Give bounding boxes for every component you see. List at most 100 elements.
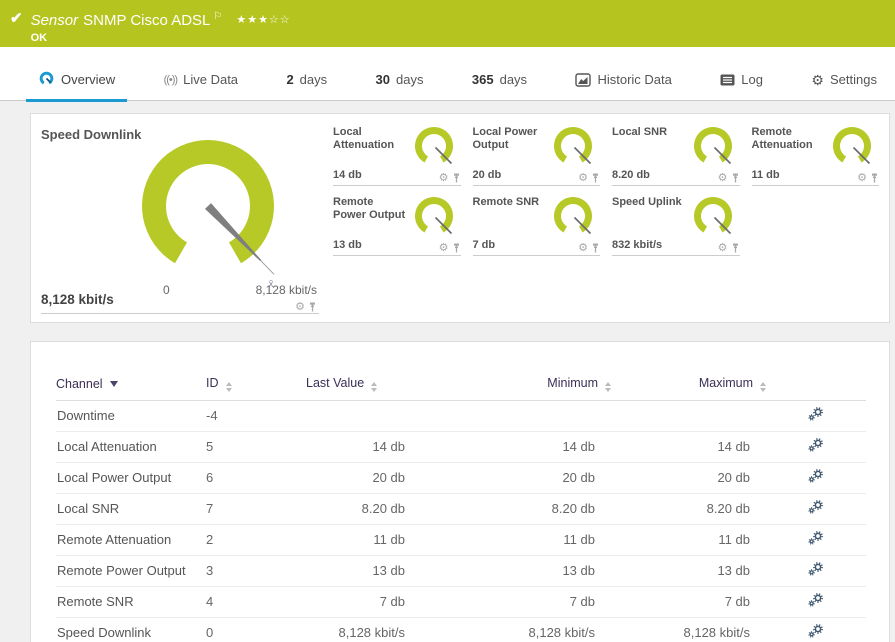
gauge-icon [39,71,54,85]
tab-365-days-unit: days [499,72,528,87]
channel-settings-icon[interactable] [808,624,824,638]
channel-settings-icon[interactable] [808,593,824,607]
cell-maximum: 8.20 db [611,493,766,525]
tab-log-label: Log [741,72,763,87]
sort-desc-icon [109,381,118,387]
gauge-tile-remote-snr: Remote SNR 7 db ⚙ [472,194,600,256]
pin-icon[interactable] [452,173,461,183]
tile-value: 13 db [333,239,362,251]
cell-minimum: 7 db [421,586,611,618]
tile-value: 7 db [472,239,496,251]
cell-channel: Speed Downlink [56,617,206,642]
column-header-channel[interactable]: Channel [56,370,206,401]
cell-minimum: 8.20 db [421,493,611,525]
column-header-last-value[interactable]: Last Value [306,370,421,401]
table-row-downtime: Downtime -4 [56,400,866,432]
tab-30-days-unit: days [396,72,424,87]
channel-settings-icon[interactable] [808,531,824,545]
log-icon [720,74,735,85]
tile-title: Local Power Output [472,126,538,151]
table-row-local-snr: Local SNR 7 8.20 db 8.20 db 8.20 db [56,493,866,525]
cell-maximum: 14 db [611,431,766,463]
tile-title: Remote Attenuation [751,126,813,151]
cell-id: 6 [206,462,306,494]
pin-icon[interactable] [308,302,317,312]
channel-settings-icon[interactable] [808,438,824,452]
channel-gear-icon[interactable]: ⚙ [717,172,728,184]
tab-365-days[interactable]: 365 days [460,72,539,102]
channel-gear-icon[interactable]: ⚙ [295,301,305,313]
mini-gauge [554,126,592,165]
cell-channel: Local Power Output [56,462,206,494]
pin-icon[interactable] [452,243,461,253]
column-header-id[interactable]: ID [206,370,306,401]
chart-icon [575,72,592,87]
tab-settings[interactable]: ⚙ Settings [799,72,889,102]
gauge-needle [204,203,275,275]
sensor-status-bar: ✔ Sensor SNMP Cisco ADSL ⚐ ★★★☆☆ OK [0,0,895,47]
pin-icon[interactable] [591,243,600,253]
gauge-tile-remote-power-output: Remote Power Output 13 db ⚙ [333,194,461,256]
tab-overview-label: Overview [61,71,116,87]
channels-table: Channel ID Last Value Minimum Maximum Do… [56,370,866,642]
cell-maximum: 11 db [611,524,766,556]
channel-gear-icon[interactable]: ⚙ [438,172,449,184]
table-row-remote-power-output: Remote Power Output 3 13 db 13 db 13 db [56,555,866,587]
cell-maximum: 7 db [611,586,766,618]
cell-minimum: 20 db [421,462,611,494]
channel-settings-icon[interactable] [808,500,824,514]
channel-gear-icon[interactable]: ⚙ [438,242,449,254]
channel-gear-icon[interactable]: ⚙ [857,172,867,184]
check-icon: ✔ [10,10,23,27]
pin-icon[interactable] [870,173,879,183]
channel-settings-icon[interactable] [808,562,824,576]
sort-icon [371,382,378,392]
cell-maximum: 13 db [611,555,766,587]
channel-gear-icon[interactable]: ⚙ [578,172,588,184]
cell-minimum: 11 db [421,524,611,556]
priority-stars[interactable]: ★★★☆☆ [236,14,291,26]
tab-settings-label: Settings [829,72,877,87]
mini-gauge [693,126,732,165]
tile-value: 20 db [472,169,502,181]
tab-live-data-label: Live Data [183,72,239,87]
gauge-tile-speed-uplink: Speed Uplink 832 kbit/s ⚙ [612,194,740,256]
tab-log[interactable]: Log [708,72,775,102]
flag-icon[interactable]: ⚐ [213,11,223,22]
channel-gear-icon[interactable]: ⚙ [717,242,728,254]
column-header-minimum[interactable]: Minimum [421,370,611,401]
tile-title: Speed Uplink [612,196,682,208]
sort-icon [760,382,766,392]
tab-overview[interactable]: Overview [26,71,128,102]
cell-channel: Remote Power Output [56,555,206,587]
sensor-kind-label: Sensor [30,12,79,29]
cell-last-value: 8,128 kbit/s [306,617,421,642]
table-row-local-power-output: Local Power Output 6 20 db 20 db 20 db [56,462,866,494]
mini-gauge [833,126,871,165]
channel-settings-icon[interactable] [808,407,824,421]
column-header-maximum[interactable]: Maximum [611,370,766,401]
cell-last-value: 7 db [306,586,421,618]
sort-icon [605,382,611,392]
channel-settings-icon[interactable] [808,469,824,483]
tab-2-days[interactable]: 2 days [274,72,339,102]
gauge-tile-remote-attenuation: Remote Attenuation 11 db ⚙ [751,124,879,186]
tab-historic-data-label: Historic Data [597,72,672,87]
tab-2-days-number: 2 [286,72,294,87]
tab-live-data[interactable]: ((•)) Live Data [152,72,250,102]
cell-id: 2 [206,524,306,556]
channel-gear-icon[interactable]: ⚙ [578,242,588,254]
pin-icon[interactable] [591,173,600,183]
tab-historic-data[interactable]: Historic Data [563,72,683,102]
cell-maximum [611,400,766,432]
mini-gauge [414,126,453,165]
cell-minimum: 13 db [421,555,611,587]
tab-2-days-unit: days [299,72,328,87]
tab-30-days[interactable]: 30 days [364,72,436,102]
cell-channel: Local Attenuation [56,431,206,463]
pin-icon[interactable] [731,173,740,183]
cell-channel: Downtime [56,400,206,432]
pin-icon[interactable] [731,243,740,253]
cell-id: 7 [206,493,306,525]
cell-last-value: 13 db [306,555,421,587]
